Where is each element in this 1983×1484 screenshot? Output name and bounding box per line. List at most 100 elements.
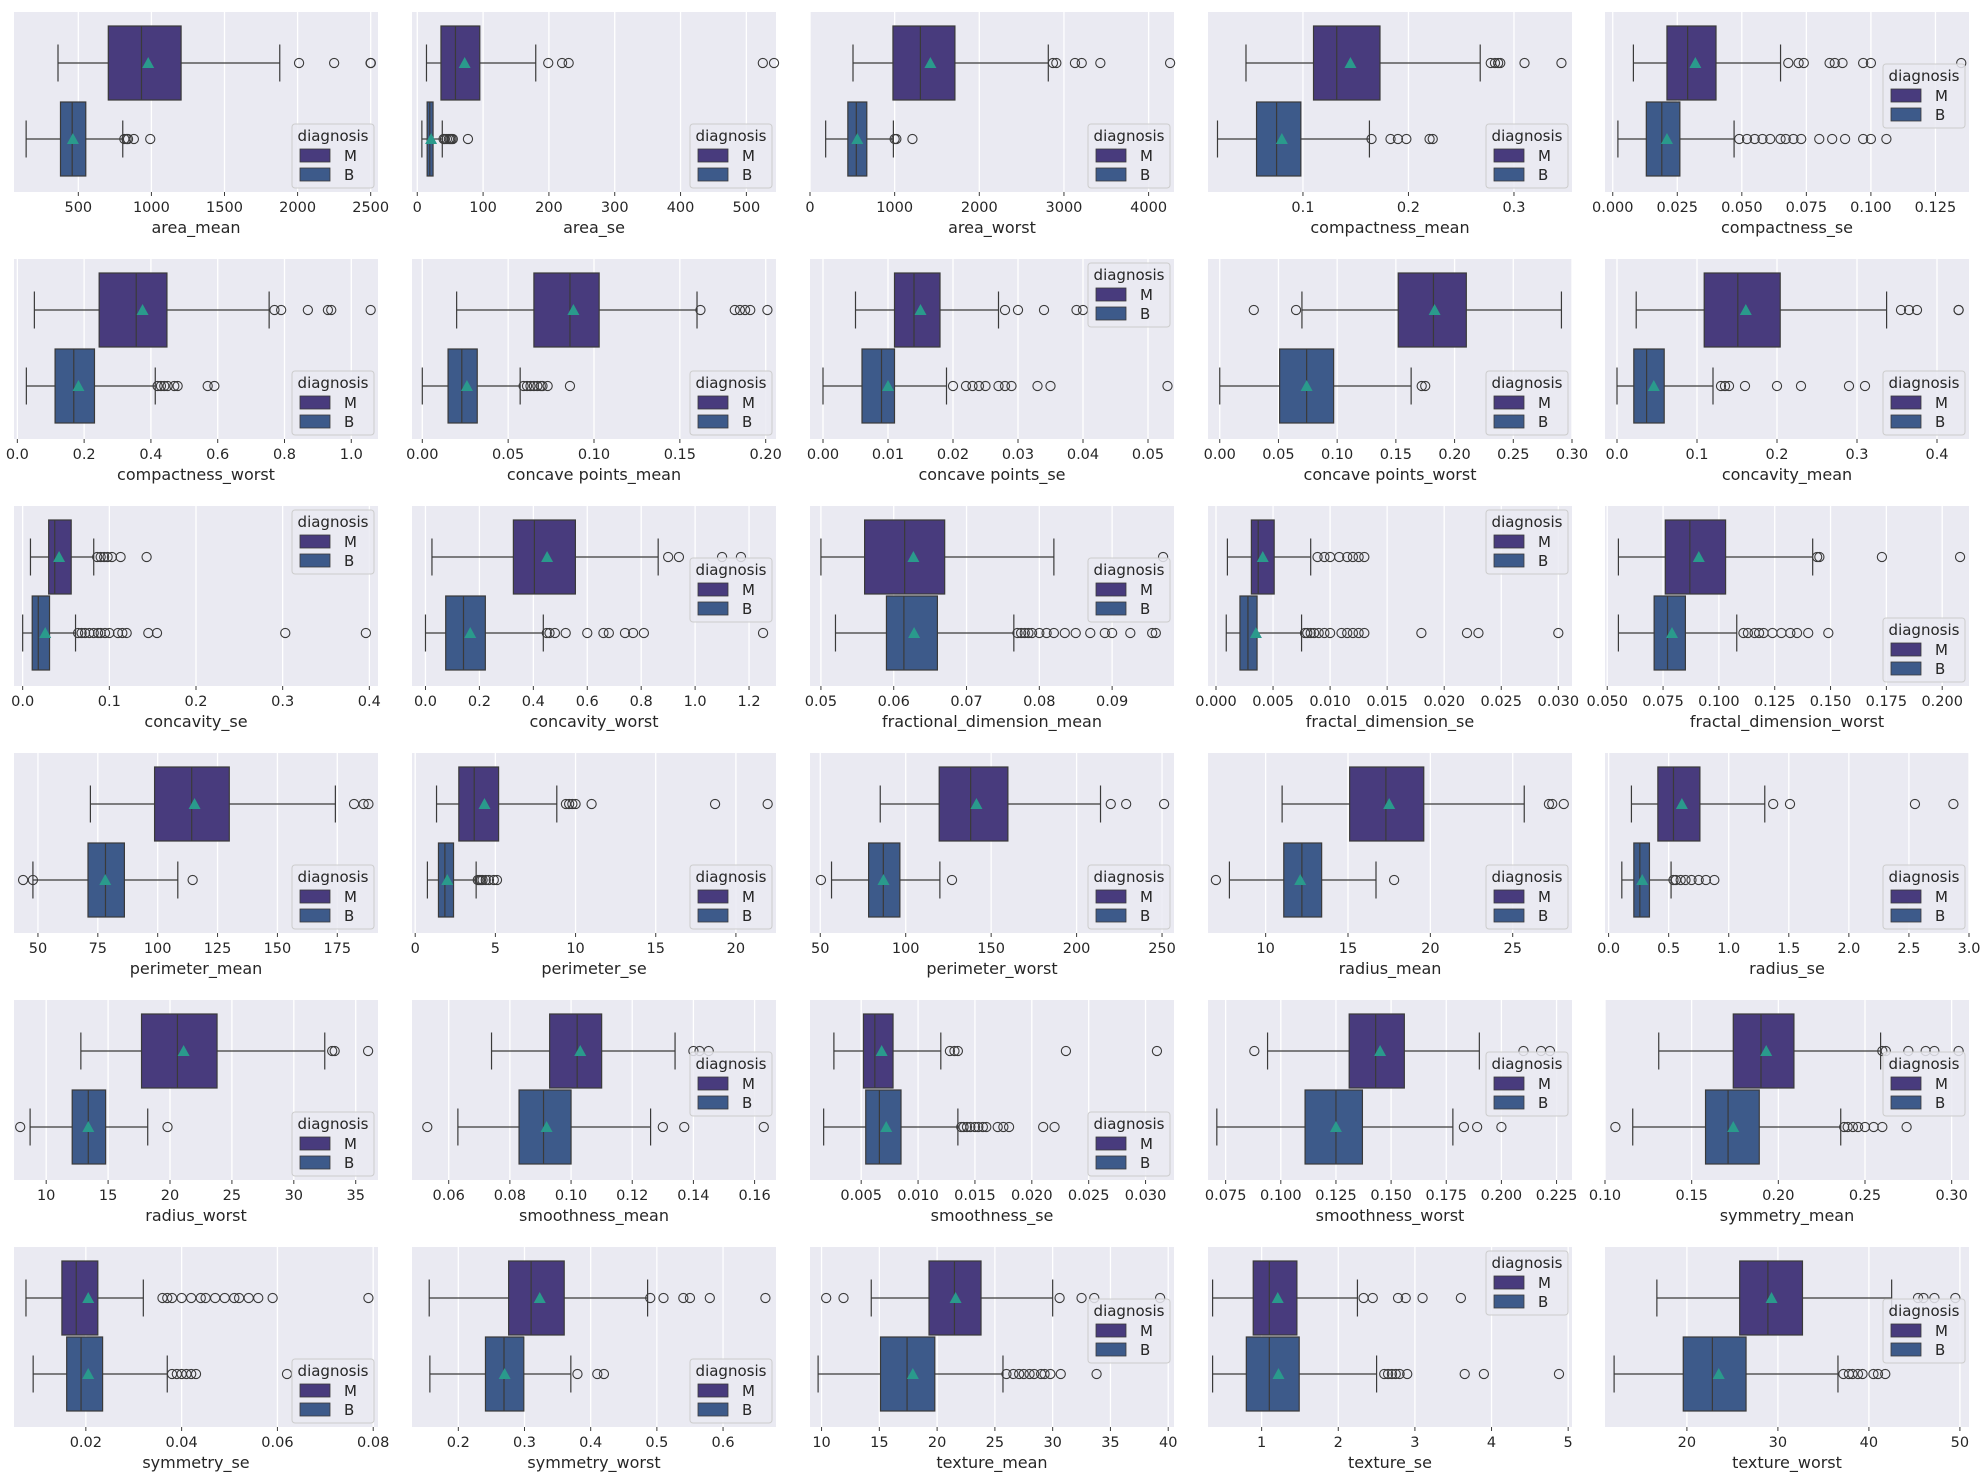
outlier-point — [1158, 798, 1170, 810]
legend-label-M: M — [742, 888, 755, 906]
tick-label: 0.06 — [433, 1188, 465, 1204]
subplot-texture_worst: 20 30 40 50 texture_worst diagnosis MB — [1605, 1247, 1969, 1473]
outlier-point — [704, 1292, 715, 1304]
legend: diagnosis MB — [1087, 123, 1171, 189]
legend-label-M: M — [742, 394, 755, 412]
tick-label: 0.09 — [1096, 694, 1128, 710]
outlier-point — [662, 551, 674, 563]
tick-label: 1.0 — [340, 447, 363, 463]
mean-marker — [1727, 1121, 1740, 1132]
outlier-point — [326, 304, 337, 316]
legend-swatch-M — [1095, 582, 1127, 597]
legend-label-M: M — [1538, 147, 1551, 165]
outlier-point — [709, 798, 721, 810]
subplot-compactness_worst: 0.0 0.2 0.4 0.6 0.8 1.0 compactness_worst diagn… — [6, 259, 378, 485]
legend-label-B: B — [742, 1094, 752, 1112]
outlier-point — [128, 133, 140, 145]
outlier-point — [187, 874, 198, 886]
outlier-point — [1741, 133, 1753, 145]
outlier-point — [1948, 798, 1959, 810]
outlier-point — [1049, 1121, 1060, 1133]
box-iqr — [1348, 1013, 1405, 1089]
legend-title: diagnosis — [1492, 374, 1563, 392]
outlier-point — [1686, 874, 1697, 886]
outlier-point — [965, 1121, 976, 1133]
box-iqr — [533, 272, 600, 348]
box-iqr — [1664, 519, 1727, 595]
x-axis-label: fractal_dimension_se — [1306, 712, 1474, 732]
legend-swatch-B — [299, 167, 331, 182]
outlier-point — [999, 304, 1011, 316]
mean-marker — [851, 133, 864, 144]
legend-swatch-M — [1493, 395, 1525, 410]
outlier-point — [973, 380, 985, 392]
tick-label: 0.125 — [1754, 694, 1796, 710]
outlier-point — [1901, 1121, 1912, 1133]
box-iqr — [1704, 1089, 1760, 1165]
outlier-point — [1249, 1045, 1260, 1057]
outlier-point — [946, 874, 958, 886]
outlier-point — [1336, 627, 1347, 639]
x-axis-label: radius_se — [1749, 959, 1825, 979]
outlier-point — [1305, 627, 1316, 639]
legend-label-B: B — [1538, 1094, 1548, 1112]
legend-label-B: B — [1935, 413, 1945, 431]
legend-title: diagnosis — [696, 127, 767, 145]
outlier-point — [739, 304, 751, 316]
box-B — [1616, 348, 1871, 424]
tick-label: 10 — [812, 1435, 830, 1451]
mean-marker — [1760, 1045, 1773, 1056]
tick-label: 0.16 — [738, 1188, 770, 1204]
legend: diagnosis MB — [291, 864, 375, 930]
tick-label: 0.8 — [630, 694, 653, 710]
legend-label-B: B — [1538, 413, 1548, 431]
outlier-point — [15, 1121, 26, 1133]
outlier-point — [1693, 874, 1704, 886]
outlier-point — [1290, 304, 1302, 316]
legend: diagnosis MB — [689, 123, 773, 189]
tick-label: 0.6 — [712, 1435, 735, 1451]
tick-label: 0.6 — [576, 694, 599, 710]
outlier-point — [1029, 1368, 1040, 1380]
box-iqr — [549, 1013, 603, 1089]
outlier-point — [1162, 380, 1173, 392]
outlier-point — [679, 1121, 690, 1133]
x-axis-label: symmetry_worst — [527, 1453, 660, 1473]
outlier-point — [1909, 798, 1921, 810]
box-B — [1210, 842, 1400, 918]
subplot-concave-points_worst: 0.00 0.05 0.10 0.15 0.20 0.25 0.30 concave poin… — [1204, 259, 1588, 485]
mean-marker — [1692, 551, 1705, 562]
mean-marker — [574, 1045, 587, 1056]
mean-marker — [458, 57, 471, 68]
outlier-point — [162, 1121, 173, 1133]
tick-label: 30 — [1769, 1435, 1787, 1451]
outlier-point — [1795, 380, 1807, 392]
outlier-point — [1880, 1368, 1891, 1380]
tick-label: 0 — [413, 200, 422, 216]
legend-label-B: B — [344, 552, 354, 570]
box-iqr — [862, 1013, 894, 1089]
box-iqr — [440, 25, 481, 101]
x-axis-label: fractional_dimension_mean — [882, 712, 1102, 732]
legend: diagnosis MB — [1087, 1298, 1171, 1364]
outlier-point — [977, 1121, 989, 1133]
legend-title: diagnosis — [1094, 1302, 1165, 1320]
legend-label-B: B — [344, 166, 354, 184]
legend-label-M: M — [1935, 641, 1948, 659]
x-axis-label: concavity_mean — [1722, 465, 1852, 485]
tick-label: 0.010 — [1309, 694, 1351, 710]
legend-swatch-M — [1493, 534, 1525, 549]
subplot-symmetry_worst: 0.2 0.3 0.4 0.5 0.6 symmetry_worst diagnosis MB — [412, 1247, 776, 1473]
tick-label: 35 — [1101, 1435, 1119, 1451]
subplot-concave-points_mean: 0.00 0.05 0.10 0.15 0.20 concave points_mean d… — [406, 259, 782, 485]
tick-label: 0.000 — [1195, 694, 1237, 710]
legend-label-B: B — [742, 413, 752, 431]
tick-label: 400 — [667, 200, 695, 216]
outlier-point — [483, 874, 495, 886]
outlier-point — [1210, 874, 1222, 886]
subplot-fractional_dimension_mean: 0.05 0.06 0.07 0.08 0.09 fractional_dimension… — [805, 506, 1174, 732]
legend-label-B: B — [1140, 907, 1150, 925]
tick-label: 0.15 — [664, 447, 696, 463]
mean-marker — [1374, 1045, 1387, 1056]
legend: diagnosis MB — [1485, 509, 1569, 575]
